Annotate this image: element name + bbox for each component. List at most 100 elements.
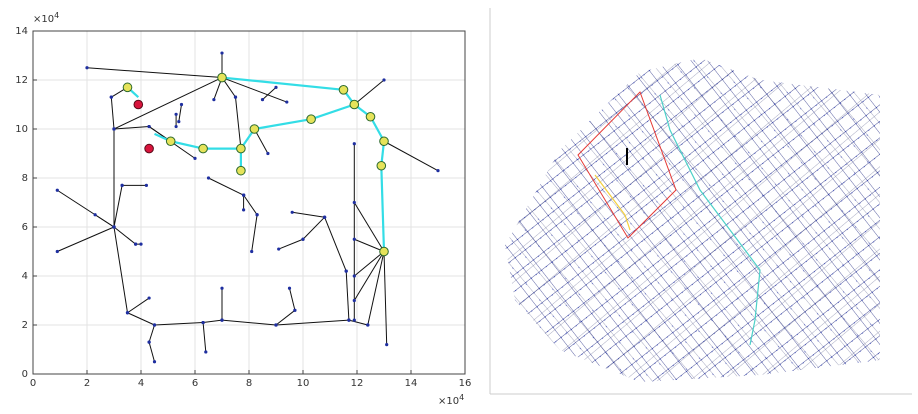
sensor-node [249, 124, 260, 134]
junction [382, 78, 386, 82]
junction [212, 98, 216, 102]
sensor-node [217, 72, 227, 83]
pipe [348, 319, 368, 326]
pipe [113, 126, 150, 130]
pipe [203, 319, 223, 324]
junction [352, 142, 356, 146]
junction [385, 343, 389, 347]
junction [206, 176, 211, 180]
junction [112, 127, 116, 131]
junction [179, 102, 184, 107]
pipe [202, 322, 207, 352]
pipe [113, 185, 123, 228]
junction [109, 95, 113, 99]
junction [55, 249, 59, 254]
junction [242, 208, 246, 212]
junction [120, 183, 124, 187]
junction [201, 320, 205, 325]
multiplier-exponent: 4 [54, 11, 59, 20]
sensor-node [236, 165, 246, 176]
junction [55, 188, 59, 192]
junction [177, 120, 181, 124]
junction [344, 269, 348, 273]
pipe [127, 297, 150, 314]
junction [352, 298, 356, 303]
axis-multiplier: ×104 [438, 393, 464, 408]
pipe [148, 324, 155, 343]
junction [174, 124, 178, 129]
pipe [353, 251, 385, 301]
highlight-region [577, 91, 677, 239]
junction [301, 237, 305, 241]
junction [436, 169, 440, 173]
pipe [110, 97, 115, 130]
pipe [367, 251, 385, 326]
source-node [133, 99, 144, 110]
sensor-node [198, 143, 208, 154]
junction [147, 296, 151, 300]
pipe [148, 342, 155, 362]
junction [220, 318, 224, 322]
junction [250, 249, 254, 254]
pipe [289, 288, 296, 311]
sensor-node [165, 136, 176, 147]
x-tick-label: 14 [405, 378, 418, 389]
y-tick-label: 14 [15, 26, 28, 37]
x-tick-label: 12 [351, 378, 364, 389]
x-tick-label: 2 [84, 378, 90, 389]
pipe [302, 216, 325, 240]
pipe [221, 319, 277, 326]
junction [144, 183, 148, 187]
y-tick-label: 8 [22, 173, 28, 184]
pipe [262, 86, 277, 100]
junction [277, 247, 281, 251]
sensor-node [365, 111, 376, 122]
junction [147, 124, 151, 129]
pipe [86, 67, 223, 79]
x-tick-label: 0 [30, 378, 36, 389]
junction [134, 242, 138, 246]
junction [193, 156, 197, 160]
x-tick-label: 16 [459, 378, 472, 389]
y-tick-label: 6 [22, 222, 28, 233]
x-tick-label: 10 [297, 378, 310, 389]
pipe [94, 214, 115, 228]
pipe [353, 79, 385, 105]
junction [352, 237, 356, 241]
y-tick-label: 12 [15, 75, 28, 86]
junction [285, 100, 289, 104]
pipe [353, 202, 385, 252]
junction [352, 274, 356, 278]
sensor-node [376, 160, 387, 171]
x-tick-label: 4 [138, 378, 144, 389]
pipe [275, 309, 296, 326]
junction [347, 318, 351, 322]
junction [152, 323, 157, 327]
junction [220, 286, 224, 290]
pipe [383, 251, 388, 345]
sensor-path [380, 165, 386, 252]
junction [274, 323, 278, 327]
y-tick-label: 0 [22, 369, 28, 380]
pipe [353, 251, 385, 277]
multiplier-base: ×10 [438, 396, 459, 407]
multiplier-exponent: 4 [459, 393, 464, 402]
sensor-path [254, 118, 312, 131]
junction [93, 213, 97, 217]
junction [220, 51, 224, 55]
junction [290, 210, 294, 214]
pipe [235, 97, 242, 149]
pipe [178, 104, 182, 122]
sensor-node [379, 246, 389, 257]
junction [352, 200, 356, 205]
junction [242, 193, 246, 197]
pipe [243, 194, 258, 216]
junction [287, 286, 292, 290]
sensor-node [122, 82, 133, 93]
pipe [113, 226, 136, 245]
y-tick-label: 2 [22, 320, 28, 331]
multiplier-base: ×10 [33, 14, 54, 25]
pipe [221, 77, 287, 103]
sensor-path [221, 76, 344, 91]
